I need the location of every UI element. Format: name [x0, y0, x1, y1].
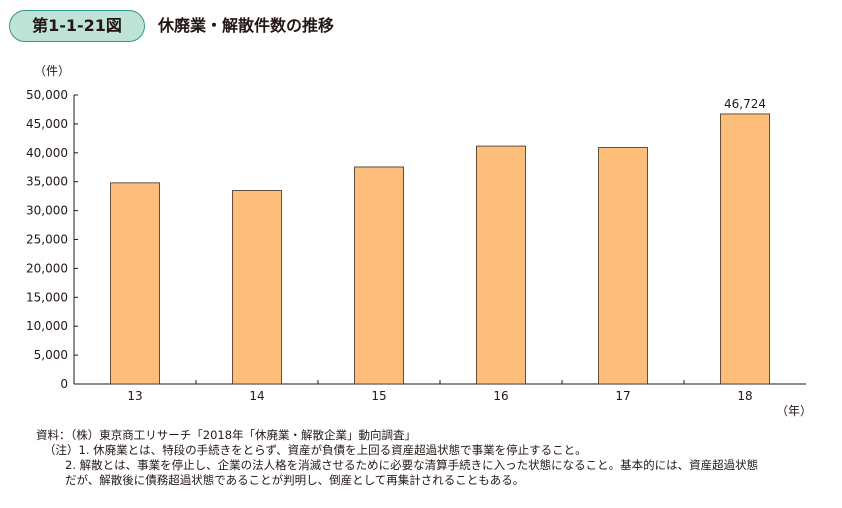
notes-block: 資料：（株）東京商工リサーチ「2018年「休廃業・解散企業」動向調査」 （注）1…	[36, 428, 836, 488]
data-label: 46,724	[724, 97, 766, 111]
bar-16	[476, 145, 526, 385]
note-2-continued: だが、解散後に債務超過状態であることが判明し、倒産として再集計されることもある。	[65, 473, 525, 487]
bar-14	[232, 190, 282, 385]
y-tick-label: 5,000	[34, 348, 68, 362]
x-axis-unit-label: （年）	[776, 404, 812, 418]
y-tick-label: 25,000	[26, 233, 68, 247]
x-tick-label: 15	[371, 389, 386, 403]
y-axis-unit-label: （件）	[34, 64, 70, 78]
y-tick-label: 40,000	[26, 146, 68, 160]
note-1: （注）1. 休廃業とは、特段の手続きをとらず、資産が負債を上回る資産超過状態で事…	[44, 443, 587, 457]
source-note: 資料：（株）東京商工リサーチ「2018年「休廃業・解散企業」動向調査」	[36, 428, 417, 442]
y-tick-label: 35,000	[26, 175, 68, 189]
bar-15	[354, 166, 404, 385]
x-tick-label: 14	[249, 389, 264, 403]
y-tick-label: 30,000	[26, 204, 68, 218]
x-tick-label: 13	[127, 389, 142, 403]
x-tick-label: 18	[737, 389, 752, 403]
bar-chart: （件） （年） 0 5,000 10,000 15,000 20,000 25,000 30…	[26, 64, 812, 418]
note-2: 2. 解散とは、事業を停止し、企業の法人格を消滅させるために必要な清算手続きに入…	[65, 458, 759, 472]
y-tick-label: 50,000	[26, 88, 68, 102]
y-tick-label: 20,000	[26, 261, 68, 275]
figure-title: 休廃業・解散件数の推移	[158, 16, 335, 35]
x-tick-label: 16	[493, 389, 508, 403]
bar-18	[720, 113, 770, 385]
figure-number-badge: 第1-1-21図	[9, 10, 145, 42]
y-tick-label: 10,000	[26, 319, 68, 333]
bar-17	[598, 147, 648, 385]
y-tick-label: 0	[60, 377, 68, 391]
y-tick-label: 45,000	[26, 117, 68, 131]
x-tick-label: 17	[615, 389, 630, 403]
y-tick-label: 15,000	[26, 290, 68, 304]
bar-13	[110, 182, 160, 385]
